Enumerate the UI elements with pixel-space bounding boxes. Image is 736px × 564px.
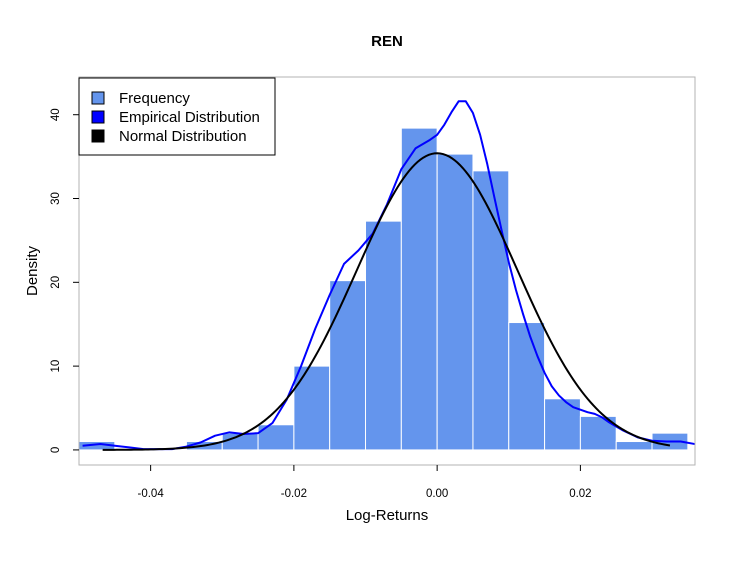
x-tick-label: 0.00 — [426, 488, 448, 500]
histogram-bar — [436, 153, 474, 451]
legend-swatch — [91, 129, 105, 143]
density-curves — [82, 100, 696, 451]
y-tick-label: 20 — [50, 276, 62, 289]
histogram-bar — [508, 322, 546, 451]
histogram-bar — [472, 170, 510, 451]
histogram-bar — [365, 220, 402, 451]
plot-frame — [78, 76, 696, 466]
y-tick-label: 30 — [50, 192, 62, 205]
histogram-bars — [78, 127, 689, 451]
legend-label: Empirical Distribution — [119, 109, 260, 126]
chart-title: REN — [371, 33, 403, 50]
y-tick-label: 40 — [50, 108, 62, 121]
histogram-bar — [579, 415, 617, 451]
x-tick-label: -0.02 — [281, 488, 307, 500]
legend-box — [78, 77, 276, 156]
legend-swatch — [91, 110, 105, 124]
y-axis: 0 10 20 30 40 — [50, 108, 79, 453]
histogram-bar — [293, 365, 331, 451]
legend-label: Normal Distribution — [119, 128, 247, 145]
histogram-bar — [615, 441, 653, 451]
x-tick-label: -0.04 — [138, 488, 165, 500]
y-tick-label: 10 — [50, 360, 62, 373]
histogram-bar — [544, 398, 581, 451]
empirical-distribution-line — [82, 100, 696, 451]
y-tick-label: 0 — [50, 447, 62, 453]
normal-distribution-line — [102, 152, 671, 451]
legend-swatch — [91, 91, 105, 105]
x-axis: -0.04 -0.02 0.00 0.02 — [138, 465, 592, 500]
legend: Frequency Empirical Distribution Normal Di… — [78, 77, 276, 156]
legend-label: Frequency — [119, 90, 190, 107]
histogram-bar — [329, 280, 367, 451]
y-axis-label: Density — [24, 245, 41, 296]
x-axis-label: Log-Returns — [346, 507, 429, 524]
histogram-bar — [400, 127, 438, 451]
x-tick-label: 0.02 — [569, 488, 591, 500]
